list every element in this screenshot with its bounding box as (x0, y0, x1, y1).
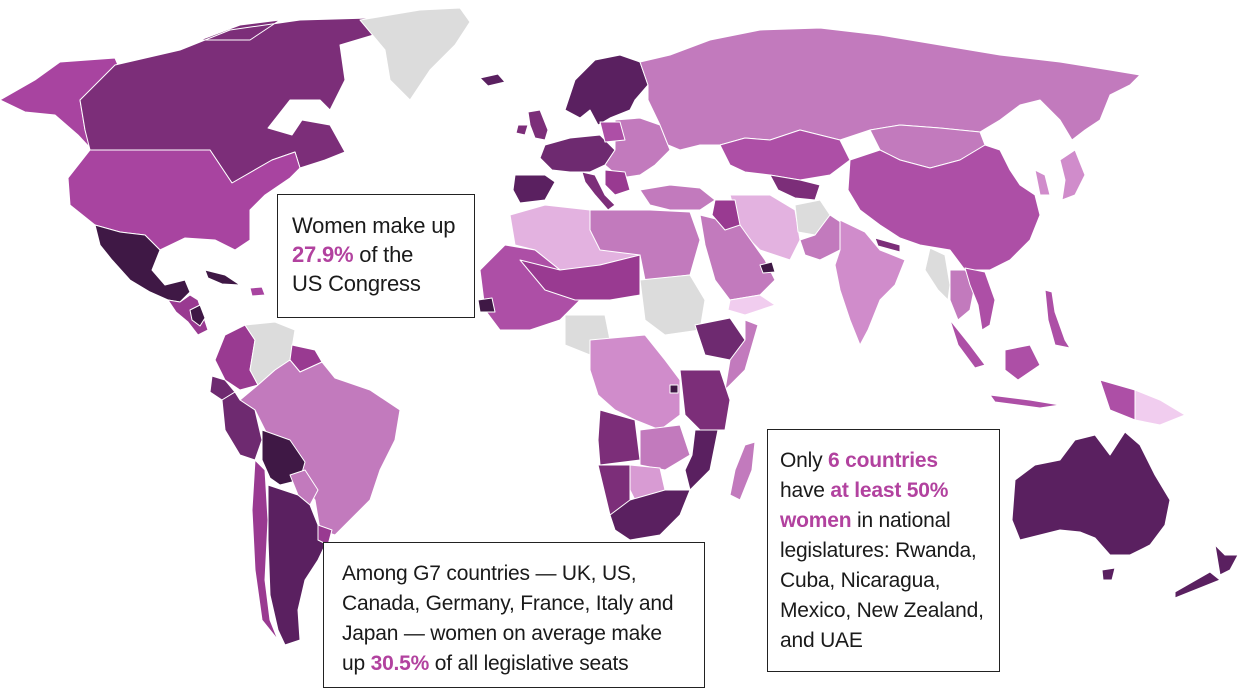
callout-g7-average: Among G7 countries — UK, US, Canada, Ger… (323, 542, 705, 688)
region-indonesia (949, 319, 1136, 421)
region-angola (597, 409, 641, 466)
callout-us-line2: of the (353, 242, 414, 267)
region-paraguay (289, 469, 319, 506)
region-east-africa (679, 369, 731, 431)
region-korea-japan (1034, 149, 1086, 201)
region-uae (759, 261, 776, 274)
region-papua-new-guinea (1134, 389, 1186, 426)
region-zambia-zimbabwe (639, 424, 691, 471)
region-india (834, 219, 906, 346)
region-south-africa (609, 489, 691, 541)
callout-fifty-t3: in national legislatures: Rwanda, Cuba, … (780, 509, 984, 652)
callout-fifty-percent: Only 6 countries have at least 50% women… (767, 429, 1000, 672)
region-vietnam (964, 267, 996, 331)
region-senegal (477, 297, 496, 313)
region-new-zealand (1174, 544, 1239, 599)
region-italy (581, 171, 616, 211)
callout-fifty-h1: 6 countries (828, 449, 938, 472)
region-iceland (479, 73, 506, 87)
region-central-asia (769, 174, 821, 201)
region-middle-east-turkey (639, 184, 716, 211)
region-madagascar (729, 441, 756, 501)
region-chile (251, 459, 279, 641)
region-scandinavia (564, 54, 649, 126)
region-caribbean (249, 286, 266, 297)
callout-us-highlight: 27.9% (292, 242, 354, 267)
region-australia (1011, 431, 1171, 556)
region-sahel (519, 254, 641, 301)
callout-fifty-h2: at least 50% women (780, 479, 949, 532)
callout-us-congress: Women make up 27.9% of the US Congress (277, 194, 475, 318)
region-tasmania (1101, 567, 1116, 581)
region-yemen (727, 294, 776, 316)
region-uk-ireland (515, 109, 549, 141)
region-philippines (1044, 289, 1071, 349)
callout-us-line1: Women make up (292, 213, 456, 238)
region-bolivia (261, 429, 306, 486)
callout-g7-text-before: Among G7 countries — UK, US, Canada, Ger… (342, 562, 674, 675)
region-balkans (604, 169, 631, 196)
region-rwanda (669, 384, 679, 394)
region-mozambique (684, 429, 719, 491)
region-nepal (874, 237, 901, 253)
callout-g7-highlight: 30.5% (370, 652, 430, 675)
region-argentina (267, 484, 331, 646)
region-nicaragua (189, 304, 206, 327)
region-western-europe (539, 134, 616, 173)
region-mexico (94, 224, 191, 303)
callout-fifty-t2: have (780, 479, 831, 502)
region-myanmar (924, 247, 951, 301)
callout-us-line3: US Congress (292, 271, 421, 296)
region-china (847, 144, 1041, 271)
callout-g7-text-after: of all legislative seats (429, 652, 629, 675)
region-iraq (711, 199, 741, 231)
region-spain-portugal (512, 174, 556, 204)
region-russia (639, 27, 1141, 151)
region-poland (599, 121, 626, 143)
region-greenland (359, 7, 471, 101)
region-cuba (204, 269, 241, 286)
callout-fifty-t1: Only (780, 449, 829, 472)
region-kazakhstan (719, 129, 851, 181)
